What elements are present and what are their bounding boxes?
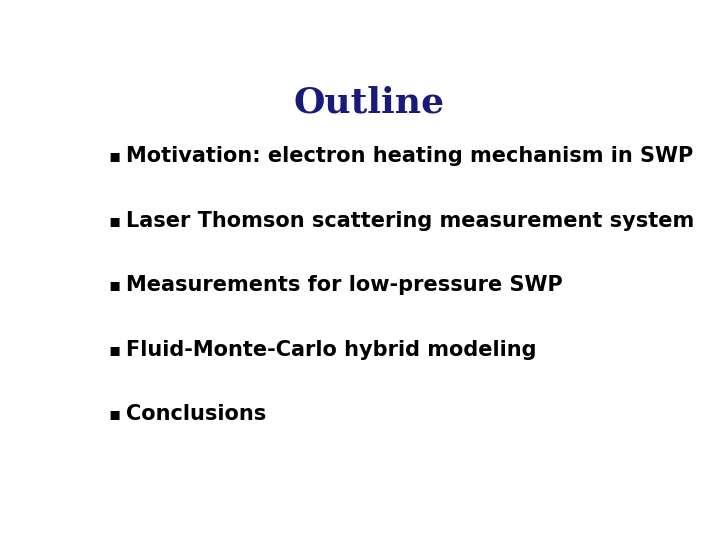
Text: Measurements for low-pressure SWP: Measurements for low-pressure SWP [126, 275, 563, 295]
Text: ▪: ▪ [109, 341, 121, 359]
Text: ▪: ▪ [109, 212, 121, 230]
Text: Fluid-Monte-Carlo hybrid modeling: Fluid-Monte-Carlo hybrid modeling [126, 340, 537, 360]
Text: ▪: ▪ [109, 405, 121, 423]
Text: Outline: Outline [294, 85, 444, 119]
Text: Laser Thomson scattering measurement system: Laser Thomson scattering measurement sys… [126, 211, 695, 231]
Text: ▪: ▪ [109, 276, 121, 294]
Text: Conclusions: Conclusions [126, 404, 266, 424]
Text: Motivation: electron heating mechanism in SWP: Motivation: electron heating mechanism i… [126, 146, 693, 166]
Text: ▪: ▪ [109, 147, 121, 165]
